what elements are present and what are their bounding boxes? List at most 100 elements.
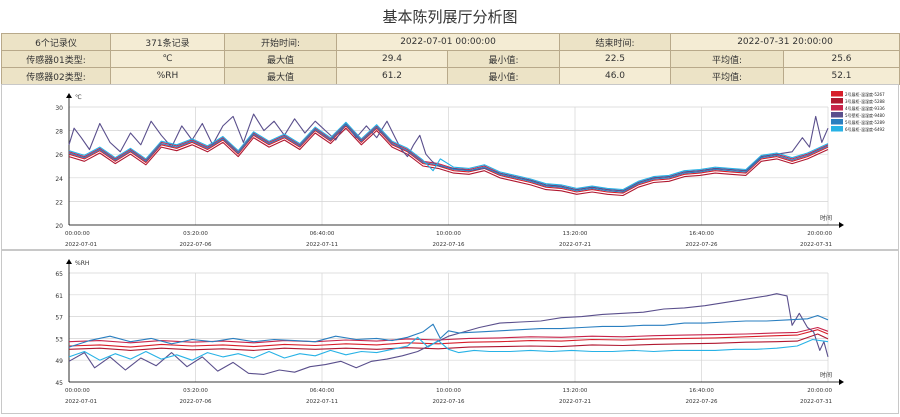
legend-entry: 2号展柜-温湿度-5267 — [845, 91, 885, 97]
temperature-chart: 20 22 24 26 28 30 00:00:00 2022-07-01 03:20:00 20… — [55, 91, 885, 248]
sensor01-avg-label: 平均值: — [670, 50, 784, 68]
legend-entry: 5号壁柜-温湿度-9480 — [845, 112, 885, 118]
temperature-chart-panel: 20 22 24 26 28 30 00:00:00 2022-07-01 03:20:00 20… — [1, 84, 899, 250]
x-tick-date: 2022-07-06 — [180, 399, 212, 405]
x-axis-arrow — [839, 379, 844, 385]
x-tick-date: 2022-07-01 — [65, 399, 97, 405]
x-tick-date: 2022-07-21 — [559, 399, 591, 405]
series-line — [68, 121, 829, 191]
y-tick-label: 61 — [55, 293, 63, 300]
y-tick-label: 57 — [55, 315, 63, 322]
y-tick-label: 20 — [55, 223, 63, 230]
x-tick-time: 06:40:00 — [310, 231, 335, 237]
sensor01-max-value: 29.4 — [336, 50, 448, 68]
y-tick-label: 65 — [55, 271, 63, 278]
y-tick-label: 53 — [55, 336, 63, 343]
sensor02-min-value: 46.0 — [559, 67, 671, 85]
sensor02-unit: %RH — [110, 67, 225, 85]
sensor02-max-label: 最大值 — [224, 67, 337, 85]
y-axis-label: ℃ — [75, 94, 82, 101]
y-axis-label: %RH — [75, 260, 89, 267]
legend-entry: 5号展柜-温湿度-5289 — [845, 119, 885, 125]
sensor01-min-value: 22.5 — [559, 50, 671, 68]
sensor01-unit: ℃ — [110, 50, 225, 68]
x-tick-date: 2022-07-01 — [65, 242, 97, 248]
series-line — [68, 113, 829, 192]
device-count: 6个记录仪 — [1, 33, 111, 51]
humidity-chart-panel: 45 49 53 57 61 65 00:00:00 2022-07-01 03:20:00 20… — [1, 250, 899, 414]
legend-swatch — [831, 91, 843, 97]
legend-entry: 4号展柜-温湿度-9336 — [845, 105, 885, 111]
series-line — [68, 326, 829, 344]
y-tick-label: 49 — [55, 358, 63, 365]
series-line — [68, 314, 829, 348]
summary-row-general: 6个记录仪 371条记录 开始时间: 2022-07-01 00:00:00 结… — [1, 33, 900, 51]
series-line — [68, 125, 829, 194]
x-tick-date: 2022-07-16 — [433, 399, 465, 405]
humidity-chart: 45 49 53 57 61 65 00:00:00 2022-07-01 03:20:00 20… — [55, 259, 844, 405]
start-time-value: 2022-07-01 00:00:00 — [336, 33, 560, 51]
series-line — [68, 127, 829, 197]
summary-row-sensor01: 传感器01类型: ℃ 最大值 29.4 最小值: 22.5 平均值: 25.6 — [1, 50, 900, 68]
sensor01-type-label: 传感器01类型: — [1, 50, 111, 68]
x-tick-time: 20:00:00 — [807, 388, 832, 394]
record-count: 371条记录 — [110, 33, 225, 51]
x-tick-date: 2022-07-06 — [180, 242, 212, 248]
y-tick-label: 22 — [55, 199, 63, 206]
sensor02-type-label: 传感器02类型: — [1, 67, 111, 85]
y-axis-arrow — [66, 93, 72, 98]
sensor01-avg-value: 25.6 — [783, 50, 900, 68]
sensor02-avg-value: 52.1 — [783, 67, 900, 85]
end-time-label: 结束时间: — [559, 33, 671, 51]
sensor01-min-label: 最小值: — [447, 50, 560, 68]
x-tick-date: 2022-07-11 — [306, 399, 338, 405]
y-tick-label: 45 — [55, 380, 63, 387]
x-tick-time: 10:00:00 — [436, 231, 461, 237]
x-tick-date: 2022-07-21 — [559, 242, 591, 248]
y-tick-label: 24 — [55, 176, 63, 183]
x-tick-time: 06:40:00 — [310, 388, 335, 394]
series-line — [68, 124, 829, 193]
legend-swatch — [831, 126, 843, 132]
legend-swatch — [831, 112, 843, 118]
legend-entry: 6号展柜-温湿度-6492 — [845, 126, 885, 132]
y-tick-label: 30 — [55, 105, 63, 112]
x-tick-time: 00:00:00 — [65, 388, 90, 394]
legend-entry: 3号展柜-温湿度-5288 — [845, 98, 885, 104]
x-tick-time: 10:00:00 — [436, 388, 461, 394]
x-tick-date: 2022-07-16 — [433, 242, 465, 248]
x-tick-date: 2022-07-26 — [686, 242, 718, 248]
y-tick-label: 26 — [55, 152, 63, 159]
x-axis-arrow — [839, 222, 844, 228]
start-time-label: 开始时间: — [224, 33, 337, 51]
x-tick-time: 16:40:00 — [689, 231, 714, 237]
summary-row-sensor02: 传感器02类型: %RH 最大值 61.2 最小值: 46.0 平均值: 52.… — [1, 67, 900, 85]
summary-table: 6个记录仪 371条记录 开始时间: 2022-07-01 00:00:00 结… — [1, 33, 900, 85]
legend-swatch — [831, 105, 843, 111]
legend-swatch — [831, 98, 843, 104]
x-tick-date: 2022-07-11 — [306, 242, 338, 248]
x-tick-time: 13:20:00 — [563, 231, 588, 237]
x-tick-time: 03:20:00 — [183, 231, 208, 237]
end-time-value: 2022-07-31 20:00:00 — [670, 33, 900, 51]
series-line — [68, 336, 829, 361]
x-axis-label: 时间 — [820, 214, 832, 222]
y-axis-arrow — [66, 259, 72, 264]
series-line — [68, 333, 829, 351]
sensor02-min-label: 最小值: — [447, 67, 560, 85]
x-tick-time: 16:40:00 — [689, 388, 714, 394]
x-tick-date: 2022-07-31 — [800, 399, 832, 405]
x-tick-date: 2022-07-26 — [686, 399, 718, 405]
x-tick-time: 20:00:00 — [807, 231, 832, 237]
x-tick-date: 2022-07-31 — [800, 242, 832, 248]
y-tick-label: 28 — [55, 129, 63, 136]
sensor02-avg-label: 平均值: — [670, 67, 784, 85]
legend-swatch — [831, 119, 843, 125]
sensor02-max-value: 61.2 — [336, 67, 448, 85]
series-line — [68, 329, 829, 348]
x-axis-label: 时间 — [820, 371, 832, 379]
x-tick-time: 00:00:00 — [65, 231, 90, 237]
x-tick-time: 13:20:00 — [563, 388, 588, 394]
page-title: 基本陈列展厅分析图 — [382, 8, 518, 26]
sensor01-max-label: 最大值 — [224, 50, 337, 68]
